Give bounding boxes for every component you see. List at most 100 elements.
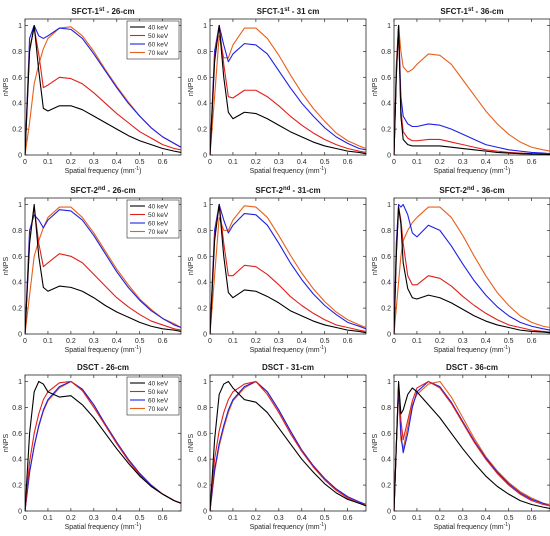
x-tick-label: 0.5 xyxy=(504,515,514,522)
x-axis-label-end: ) xyxy=(139,168,141,175)
panel-2: 00.20.40.60.810 0.1 0.2 0.3 0.4 0.5 0.6nNPSSpa… xyxy=(188,7,367,175)
x-axis-label-main: Spatial frequency (mm xyxy=(250,347,320,354)
x-axis-label-main: Spatial frequency (mm xyxy=(65,347,135,354)
x-axis-label-main: Spatial frequency (mm xyxy=(65,168,135,175)
x-axis-label: Spatial frequency (mm-1) xyxy=(65,166,142,175)
y-tick-label: 0.8 xyxy=(197,405,207,412)
x-axis-label: Spatial frequency (mm-1) xyxy=(65,345,142,354)
x-tick-label: 0.4 xyxy=(297,338,307,345)
series-line-40-kev xyxy=(210,24,366,155)
legend-label: 40 keV xyxy=(148,380,169,387)
y-tick-label: 0.2 xyxy=(381,127,391,134)
x-axis-label: Spatial frequency (mm-1) xyxy=(65,522,142,531)
x-tick-label: 0.3 xyxy=(274,338,284,345)
y-tick-label: 0.8 xyxy=(12,228,22,235)
x-tick-label: 0.6 xyxy=(343,515,353,522)
series-line-70-kev xyxy=(394,24,550,155)
y-tick-label: 0.4 xyxy=(381,457,391,464)
x-tick-label: 0.1 xyxy=(412,515,422,522)
x-axis-label-end: ) xyxy=(324,347,326,354)
x-tick-label: 0.2 xyxy=(66,159,76,166)
panel-title: SFCT-1st - 36-cm xyxy=(440,7,503,16)
x-tick-label: 0.1 xyxy=(43,159,53,166)
series-line-50-kev xyxy=(394,380,550,511)
y-tick-label: 1 xyxy=(387,202,391,209)
y-tick-label: 0 xyxy=(18,332,22,339)
x-tick-label: 0.5 xyxy=(135,159,145,166)
x-tick-label: 0.5 xyxy=(320,159,330,166)
series-line-40-kev xyxy=(394,380,550,511)
series-line-60-kev xyxy=(25,380,181,511)
title-text: DSCT - 26-cm xyxy=(77,363,129,372)
plot-area xyxy=(393,18,550,156)
x-tick-label: 0.6 xyxy=(527,159,537,166)
x-tick-label: 0 xyxy=(23,515,27,522)
x-axis-label-sup: -1 xyxy=(135,166,140,172)
series-line-60-kev xyxy=(394,380,550,511)
y-tick-label: 0.6 xyxy=(381,254,391,261)
panel-title: SFCT-2nd - 26-cm xyxy=(70,186,135,195)
series-line-60-kev xyxy=(25,209,181,334)
x-tick-label: 0.5 xyxy=(320,338,330,345)
y-tick-label: 0 xyxy=(203,509,207,516)
y-axis-label: nNPS xyxy=(3,257,10,276)
y-tick-label: 0.2 xyxy=(197,306,207,313)
title-text-end: - 26-cm xyxy=(105,186,135,195)
plot-area xyxy=(393,374,550,512)
title-text: SFCT-2 xyxy=(70,186,98,195)
y-tick-label: 0 xyxy=(387,153,391,160)
y-tick-label: 0 xyxy=(18,153,22,160)
y-tick-label: 0 xyxy=(387,332,391,339)
y-tick-label: 0 xyxy=(203,153,207,160)
x-tick-label: 0.2 xyxy=(66,338,76,345)
panel-5: 00.20.40.60.810 0.1 0.2 0.3 0.4 0.5 0.6nNPSSpa… xyxy=(188,186,367,354)
y-tick-label: 1 xyxy=(18,202,22,209)
y-tick-label: 0.4 xyxy=(12,101,22,108)
y-tick-label: 1 xyxy=(387,379,391,386)
y-tick-label: 0.4 xyxy=(197,101,207,108)
legend-label: 70 keV xyxy=(148,50,169,57)
panel-1: 00.20.40.60.810 0.1 0.2 0.3 0.4 0.5 0.6nNPSSpa… xyxy=(3,7,182,175)
x-axis-label-sup: -1 xyxy=(135,345,140,351)
y-axis-label: nNPS xyxy=(372,434,379,453)
plot-area xyxy=(393,197,550,335)
x-tick-label: 0.4 xyxy=(297,159,307,166)
y-tick-label: 0.4 xyxy=(381,101,391,108)
series-line-60-kev xyxy=(25,24,181,155)
x-tick-label: 0.4 xyxy=(112,515,122,522)
title-text-end: - 36-cm xyxy=(474,186,504,195)
x-tick-label: 0.3 xyxy=(458,159,468,166)
x-tick-label: 0.3 xyxy=(458,338,468,345)
y-tick-label: 0.8 xyxy=(197,228,207,235)
x-axis-label-end: ) xyxy=(508,168,510,175)
y-tick-label: 0.6 xyxy=(12,431,22,438)
series-line-40-kev xyxy=(210,380,366,511)
title-text-end: - 31-cm xyxy=(290,186,320,195)
y-tick-label: 0.4 xyxy=(197,457,207,464)
legend-label: 60 keV xyxy=(148,220,169,227)
x-tick-label: 0 xyxy=(208,338,212,345)
x-axis-label: Spatial frequency (mm-1) xyxy=(434,345,511,354)
panel-title: DSCT - 26-cm xyxy=(77,363,129,372)
x-tick-label: 0.5 xyxy=(504,159,514,166)
series-line-40-kev xyxy=(210,203,366,334)
title-text: SFCT-2 xyxy=(439,186,467,195)
plot-area xyxy=(209,197,367,335)
y-tick-label: 0.8 xyxy=(12,405,22,412)
x-tick-label: 0.3 xyxy=(89,515,99,522)
x-axis-label-end: ) xyxy=(508,524,510,531)
title-text: DSCT - 36-cm xyxy=(446,363,498,372)
x-axis-label-end: ) xyxy=(508,347,510,354)
legend-label: 70 keV xyxy=(148,406,169,413)
panel-title: SFCT-2nd - 31-cm xyxy=(255,186,320,195)
x-axis-label-sup: -1 xyxy=(504,166,509,172)
x-tick-label: 0.1 xyxy=(412,159,422,166)
x-tick-label: 0.5 xyxy=(135,515,145,522)
x-tick-label: 0.3 xyxy=(458,515,468,522)
panel-8: 00.20.40.60.810 0.1 0.2 0.3 0.4 0.5 0.6nNPSSpa… xyxy=(188,363,367,531)
title-superscript: st xyxy=(284,7,289,13)
plot-area xyxy=(209,18,367,156)
y-tick-label: 0 xyxy=(18,509,22,516)
